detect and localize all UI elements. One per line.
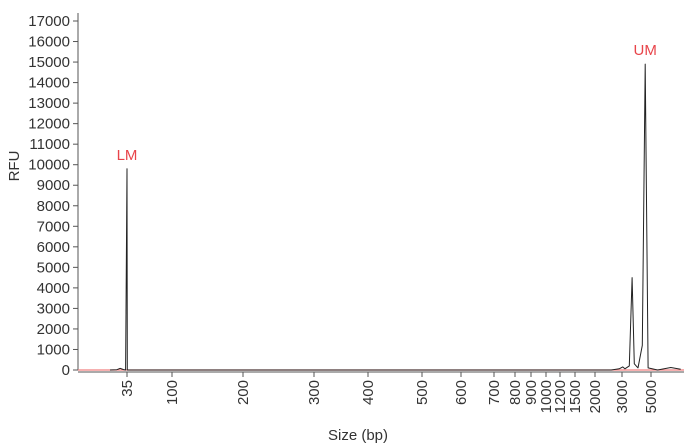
y-tick-label: 16000	[28, 34, 70, 51]
y-tick-label: 11000	[29, 136, 70, 153]
peak-annotations: LM UM	[117, 42, 657, 164]
x-tick-label: 3000	[614, 380, 631, 413]
trace-line	[109, 63, 681, 371]
y-tick-label: 10000	[28, 157, 70, 174]
y-tick-label: 2000	[37, 321, 70, 338]
x-tick-label: 700	[486, 380, 503, 405]
x-tick-label: 600	[453, 380, 470, 405]
x-tick-label: 800	[507, 380, 524, 405]
x-tick-label: 200	[235, 380, 252, 405]
y-tick-label: 8000	[37, 198, 70, 215]
x-tick-label: 35	[119, 380, 136, 397]
x-axis-title: Size (bp)	[328, 427, 388, 444]
y-tick-label: 17000	[28, 13, 70, 30]
x-axis-ticks: 35 100 200 300 400 500 600 700 800 90010001200150…	[119, 372, 660, 413]
y-tick-label: 5000	[37, 259, 70, 276]
y-tick-label: 6000	[37, 239, 70, 256]
x-tick-label: 2000	[587, 380, 604, 413]
y-tick-label: 13000	[28, 95, 70, 112]
y-tick-label: 1000	[37, 341, 70, 358]
peak-label: LM	[117, 147, 138, 164]
x-tick-label: 1200	[552, 380, 569, 413]
x-tick-label: 300	[306, 380, 323, 405]
y-tick-label: 14000	[28, 75, 70, 92]
x-tick-label: 900	[523, 380, 540, 405]
y-tick-label: 4000	[37, 280, 70, 297]
x-tick-label: 500	[414, 380, 431, 405]
x-tick-label: 400	[360, 380, 377, 405]
x-tick-label: 1500	[567, 380, 584, 413]
y-tick-label: 12000	[28, 116, 70, 133]
y-axis-title: RFU	[6, 151, 23, 182]
y-axis-ticks: 0 1000 2000 3000 4000 5000 6000 7000 8000 9000 100…	[28, 13, 78, 379]
y-tick-label: 9000	[37, 177, 70, 194]
y-tick-label: 0	[62, 362, 70, 379]
y-tick-label: 3000	[37, 300, 70, 317]
x-tick-label: 5000	[643, 380, 660, 413]
x-tick-label: 1000	[538, 380, 555, 413]
x-tick-label: 100	[164, 380, 181, 405]
trace-series	[109, 63, 681, 371]
y-tick-label: 7000	[37, 218, 70, 235]
y-tick-label: 15000	[28, 54, 70, 71]
peak-label: UM	[634, 42, 657, 59]
